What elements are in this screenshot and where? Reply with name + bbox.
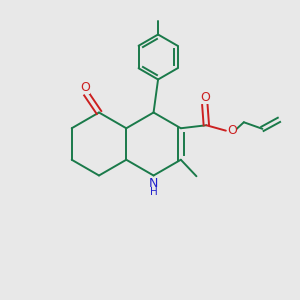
Text: N: N — [149, 177, 158, 190]
Text: O: O — [200, 91, 210, 104]
Text: O: O — [227, 124, 237, 136]
Text: O: O — [80, 81, 90, 94]
Text: H: H — [150, 187, 158, 197]
